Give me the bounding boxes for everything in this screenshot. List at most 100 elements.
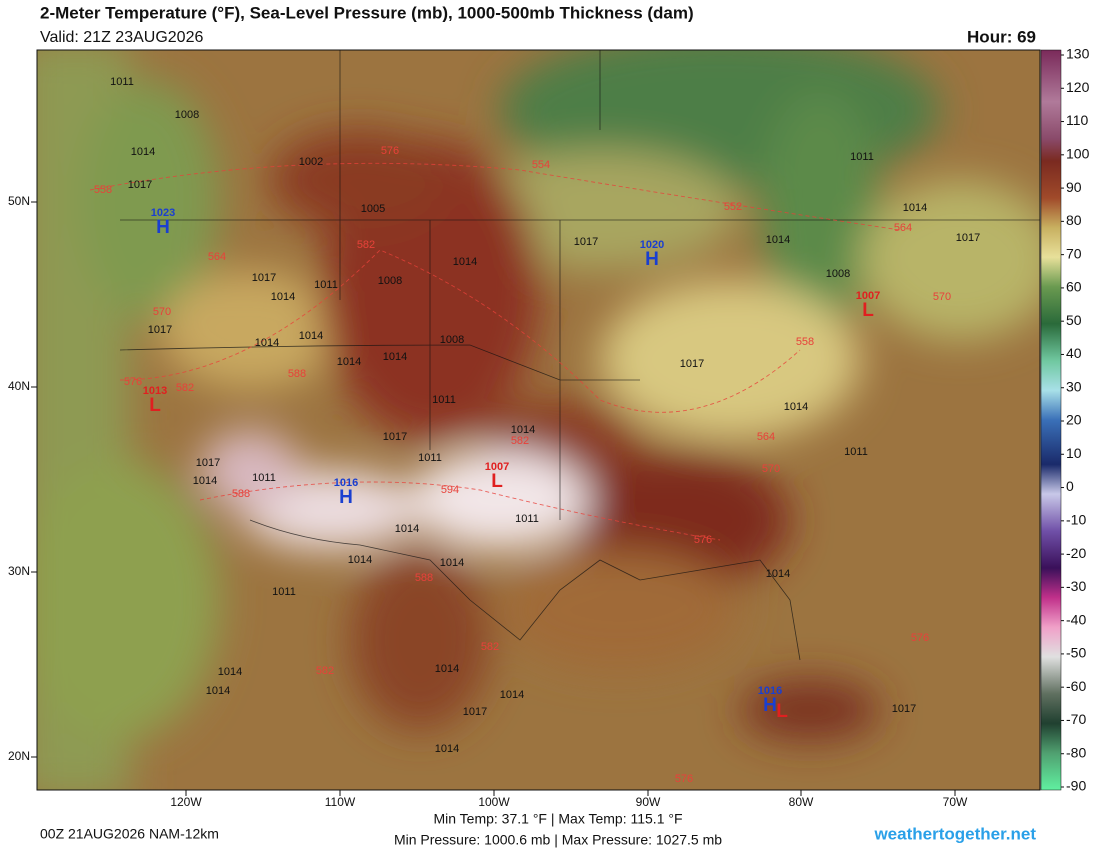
lon-label: 90W [636,795,661,809]
colorbar-label: 0 [1066,478,1074,494]
isobar-label: 1008 [175,109,199,121]
isobar-label: 1014 [337,356,361,368]
isobar-label: 1011 [432,394,456,406]
isobar-label: 1017 [463,706,487,718]
thickness-label: 576 [124,376,142,388]
isobar-label: 1011 [314,279,338,291]
thickness-label: 570 [762,463,780,475]
center-value: 1013 [143,385,167,397]
colorbar-label: 130 [1066,46,1090,62]
isobar-label: 1017 [574,236,598,248]
isobar-label: 1014 [383,351,407,363]
lat-label: 50N [8,194,30,208]
isobar-label: 1011 [272,586,296,598]
temp-range: Min Temp: 37.1 °F | Max Temp: 115.1 °F [433,811,682,827]
isobar-label: 1014 [435,663,459,675]
thickness-label: 576 [381,145,399,157]
thickness-label: 588 [415,572,433,584]
isobar-label: 1005 [361,203,385,215]
model-run: 00Z 21AUG2026 NAM-12km [40,826,219,842]
center-letter: L [862,300,874,321]
isobar-label: 1017 [892,703,916,715]
lon-label: 110W [325,795,356,809]
colorbar-label: 110 [1066,112,1089,128]
thickness-label: 554 [532,159,550,171]
isobar-label: 1014 [193,475,217,487]
thickness-label: 582 [316,665,334,677]
colorbar-label: -40 [1066,611,1086,627]
colorbar-label: 90 [1066,179,1082,195]
colorbar-label: -90 [1066,778,1086,794]
colorbar-label: -50 [1066,645,1086,661]
colorbar-label: -80 [1066,744,1086,760]
isobar-label: 1014 [440,557,464,569]
center-letter: H [763,695,777,716]
colorbar-label: 100 [1066,146,1090,162]
center-letter: L [776,701,788,722]
colorbar-label: 60 [1066,279,1082,295]
site-credit[interactable]: weathertogether.net [873,824,1036,843]
isobar-label: 1014 [453,256,477,268]
isobar-label: 1014 [511,424,535,436]
colorbar-label: -60 [1066,678,1086,694]
center-value: 1016 [758,685,782,697]
forecast-hour: Hour: 69 [967,27,1036,46]
isobar-label: 1008 [826,268,850,280]
isobar-label: 1017 [383,431,407,443]
isobar-label: 1011 [110,76,134,88]
isobar-label: 1017 [680,358,704,370]
thickness-label: 582 [176,382,194,394]
thickness-label: 588 [232,488,250,500]
thickness-label: 564 [894,222,912,234]
colorbar-label: -20 [1066,545,1086,561]
isobar-label: 1008 [378,275,402,287]
isobar-label: 1014 [766,568,790,580]
lon-label: 80W [789,795,814,809]
map-title: 2-Meter Temperature (°F), Sea-Level Pres… [40,3,694,22]
center-letter: L [149,395,161,416]
center-letter: H [339,487,353,508]
thickness-label: 558 [796,336,814,348]
isobar-label: 1014 [500,689,524,701]
thickness-label: 570 [933,291,951,303]
isobar-label: 1014 [255,337,279,349]
isobar-label: 1017 [956,232,980,244]
thickness-label: 570 [153,306,171,318]
isobar-label: 1011 [844,446,868,458]
lon-label: 100W [478,795,510,809]
isobar-label: 1002 [299,156,323,168]
isobar-label: 1011 [515,513,539,525]
colorbar-label: 120 [1066,79,1090,95]
lat-label: 30N [8,564,30,578]
thickness-label: 576 [675,773,693,785]
thickness-label: 576 [911,632,929,644]
lat-label: 20N [8,749,30,763]
isobar-label: 1011 [850,151,874,163]
valid-time: Valid: 21Z 23AUG2026 [40,29,203,46]
isobar-label: 1014 [784,401,808,413]
isobar-label: 1014 [271,291,295,303]
center-value: 1007 [485,461,509,473]
colorbar-label: 30 [1066,378,1082,394]
colorbar-label: 10 [1066,445,1082,461]
thickness-label: 582 [481,641,499,653]
colorbar-label: 80 [1066,212,1082,228]
isobar-label: 1008 [440,334,464,346]
isobar-label: 1014 [903,202,927,214]
colorbar-label: -10 [1066,512,1086,528]
thickness-label: 576 [694,534,712,546]
isobar-label: 1014 [435,743,459,755]
isobar-label: 1014 [395,523,419,535]
thickness-label: 558 [94,184,112,196]
isobar-label: 1017 [252,272,276,284]
thickness-label: 594 [441,484,459,496]
isobar-label: 1011 [418,452,442,464]
pressure-range: Min Pressure: 1000.6 mb | Max Pressure: … [394,832,722,848]
isobar-label: 1017 [148,324,172,336]
isobar-label: 1014 [218,666,242,678]
map-field [37,50,1040,790]
map-frame [36,49,1041,791]
center-value: 1020 [640,239,664,251]
isobar-label: 1011 [252,472,276,484]
center-value: 1016 [334,477,358,489]
